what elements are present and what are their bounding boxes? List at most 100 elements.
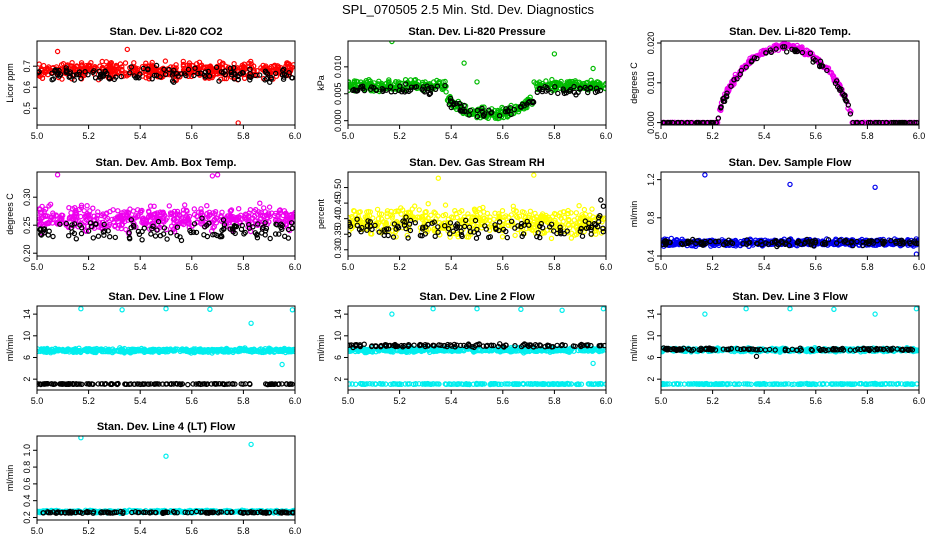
data-point bbox=[177, 234, 183, 240]
data-point bbox=[69, 381, 76, 387]
data-point bbox=[37, 381, 41, 387]
data-point bbox=[368, 84, 375, 90]
data-point bbox=[220, 217, 227, 223]
data-point bbox=[879, 238, 886, 244]
data-point bbox=[575, 89, 581, 96]
data-point bbox=[442, 222, 448, 229]
data-point bbox=[173, 62, 179, 68]
data-point bbox=[799, 49, 806, 56]
data-point bbox=[805, 238, 811, 245]
data-point bbox=[241, 231, 247, 237]
data-point bbox=[524, 101, 530, 107]
y-tick-label: 0.005 bbox=[333, 83, 343, 106]
data-point bbox=[225, 216, 232, 223]
plot-frame bbox=[36, 305, 296, 391]
data-point bbox=[164, 236, 170, 242]
data-point bbox=[149, 59, 155, 66]
data-point bbox=[783, 240, 789, 246]
data-point bbox=[71, 221, 78, 227]
data-point bbox=[268, 74, 274, 81]
y-axis-label: Licor ppm bbox=[5, 63, 15, 103]
data-point bbox=[583, 225, 590, 231]
data-point bbox=[353, 381, 359, 387]
x-tick-label: 5.4 bbox=[134, 262, 147, 272]
data-point bbox=[50, 233, 56, 240]
data-point bbox=[763, 50, 769, 56]
data-point bbox=[171, 67, 177, 74]
data-point bbox=[193, 381, 199, 387]
data-point bbox=[161, 66, 167, 73]
data-point bbox=[860, 239, 866, 245]
data-point bbox=[139, 228, 145, 235]
data-point bbox=[474, 226, 480, 233]
data-point bbox=[91, 213, 97, 219]
x-tick-label: 5.8 bbox=[548, 262, 561, 272]
plot-frame bbox=[36, 40, 296, 126]
data-point bbox=[212, 211, 218, 217]
data-point bbox=[85, 381, 92, 387]
data-point bbox=[132, 348, 139, 354]
data-point bbox=[492, 210, 498, 216]
data-point bbox=[169, 72, 176, 78]
data-point bbox=[279, 348, 286, 355]
data-point bbox=[715, 115, 722, 121]
outlier-point bbox=[248, 320, 254, 326]
data-point bbox=[281, 208, 288, 214]
data-point bbox=[413, 83, 420, 90]
data-point bbox=[153, 62, 160, 69]
data-point bbox=[65, 224, 72, 231]
x-tick-label: 5.0 bbox=[655, 262, 668, 272]
data-point bbox=[384, 84, 390, 90]
data-point bbox=[568, 230, 575, 236]
data-point bbox=[41, 230, 47, 236]
data-point bbox=[348, 214, 352, 221]
data-point bbox=[78, 60, 85, 66]
data-point bbox=[495, 346, 501, 352]
data-point bbox=[734, 76, 740, 82]
data-point bbox=[534, 233, 540, 240]
data-point bbox=[37, 69, 42, 75]
data-point bbox=[221, 225, 227, 232]
x-tick-label: 5.0 bbox=[31, 396, 44, 406]
data-point bbox=[364, 223, 371, 229]
data-point bbox=[505, 222, 512, 228]
data-point bbox=[557, 227, 564, 234]
y-tick-label: 14 bbox=[22, 309, 32, 319]
data-point bbox=[467, 107, 473, 114]
data-point bbox=[389, 348, 395, 355]
data-point bbox=[459, 233, 465, 240]
data-point bbox=[534, 89, 541, 96]
data-point bbox=[49, 70, 55, 77]
data-point bbox=[178, 347, 184, 353]
data-point bbox=[456, 100, 463, 107]
data-point bbox=[496, 112, 503, 119]
data-point bbox=[352, 87, 359, 94]
data-point bbox=[600, 229, 606, 235]
data-point bbox=[529, 221, 535, 228]
data-point bbox=[663, 242, 669, 248]
data-point bbox=[166, 66, 172, 73]
data-point bbox=[87, 208, 93, 214]
data-point bbox=[70, 72, 77, 78]
data-point bbox=[571, 217, 578, 223]
data-point bbox=[252, 72, 259, 79]
x-tick-label: 5.6 bbox=[810, 131, 823, 141]
data-point bbox=[821, 239, 828, 246]
data-point bbox=[348, 231, 352, 238]
data-point bbox=[678, 240, 685, 247]
data-point bbox=[227, 226, 233, 232]
data-point bbox=[148, 231, 154, 237]
data-point bbox=[445, 219, 451, 226]
panel-title: Stan. Dev. Amb. Box Temp. bbox=[96, 157, 237, 169]
outlier-point bbox=[474, 79, 480, 85]
outlier-point bbox=[54, 48, 61, 55]
data-point bbox=[417, 232, 424, 239]
scatter-points bbox=[348, 172, 606, 242]
data-point bbox=[123, 226, 129, 233]
data-point bbox=[258, 209, 264, 216]
series-1 bbox=[661, 41, 919, 125]
data-point bbox=[474, 107, 480, 114]
data-point bbox=[539, 86, 546, 93]
data-point bbox=[170, 212, 177, 218]
